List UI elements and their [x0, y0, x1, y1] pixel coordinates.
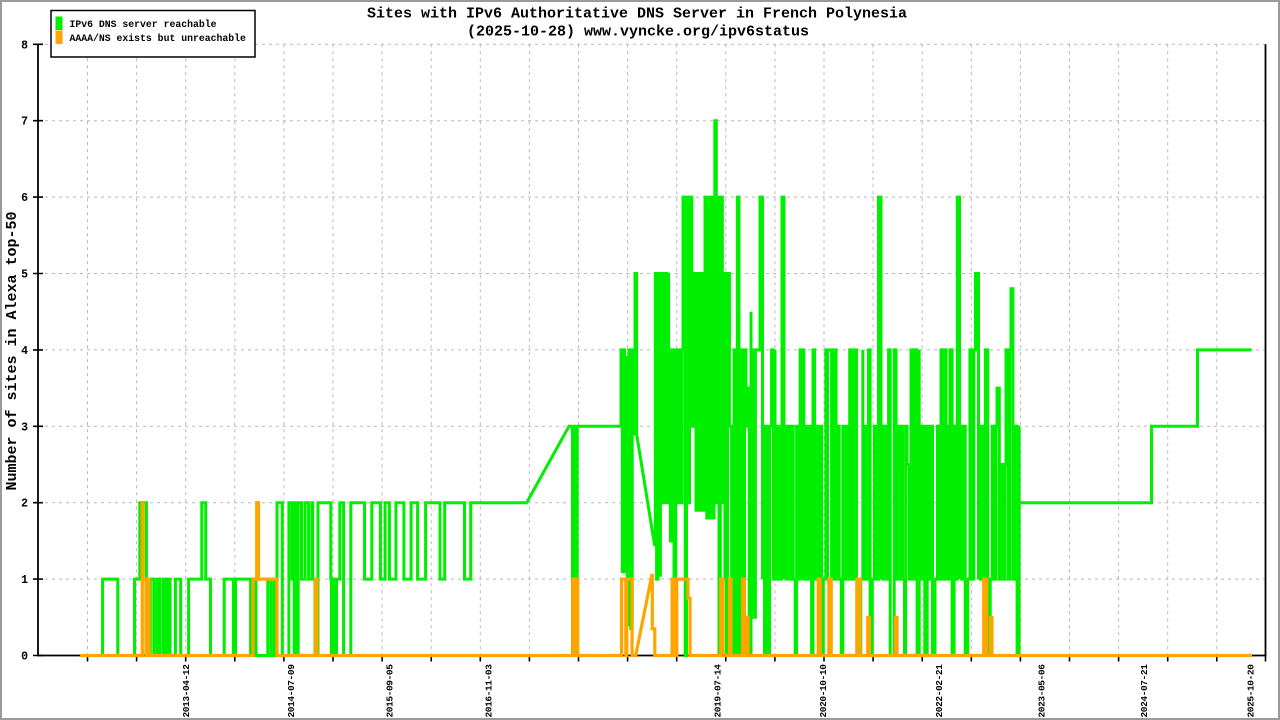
svg-text:Sites with IPv6 Authoritative: Sites with IPv6 Authoritative DNS Server…	[367, 6, 907, 23]
svg-text:3: 3	[21, 421, 28, 434]
svg-text:2025-10-20: 2025-10-20	[1245, 664, 1256, 718]
svg-text:2022-02-21: 2022-02-21	[934, 664, 945, 718]
svg-text:2: 2	[21, 498, 28, 511]
svg-text:2016-11-03: 2016-11-03	[484, 664, 495, 718]
svg-text:2013-04-12: 2013-04-12	[181, 664, 192, 718]
svg-text:1: 1	[21, 574, 28, 587]
svg-text:2023-05-06: 2023-05-06	[1036, 664, 1047, 718]
svg-text:(2025-10-28) www.vyncke.org/ip: (2025-10-28) www.vyncke.org/ipv6status	[467, 24, 809, 41]
svg-text:2015-09-05: 2015-09-05	[385, 664, 396, 718]
svg-text:2019-07-14: 2019-07-14	[712, 664, 723, 718]
svg-text:Number of sites in Alexa top-5: Number of sites in Alexa top-50	[4, 211, 21, 490]
svg-text:4: 4	[21, 345, 28, 358]
svg-text:8: 8	[21, 39, 28, 52]
svg-text:IPv6 DNS server reachable: IPv6 DNS server reachable	[70, 19, 217, 30]
svg-text:AAAA/NS exists but unreachable: AAAA/NS exists but unreachable	[70, 33, 246, 44]
svg-text:2020-10-10: 2020-10-10	[818, 664, 829, 718]
svg-text:7: 7	[21, 116, 28, 129]
svg-text:2024-07-21: 2024-07-21	[1139, 664, 1150, 718]
svg-text:5: 5	[21, 269, 28, 282]
svg-text:0: 0	[21, 651, 28, 664]
svg-text:6: 6	[21, 192, 28, 205]
svg-text:2014-07-09: 2014-07-09	[286, 664, 297, 718]
